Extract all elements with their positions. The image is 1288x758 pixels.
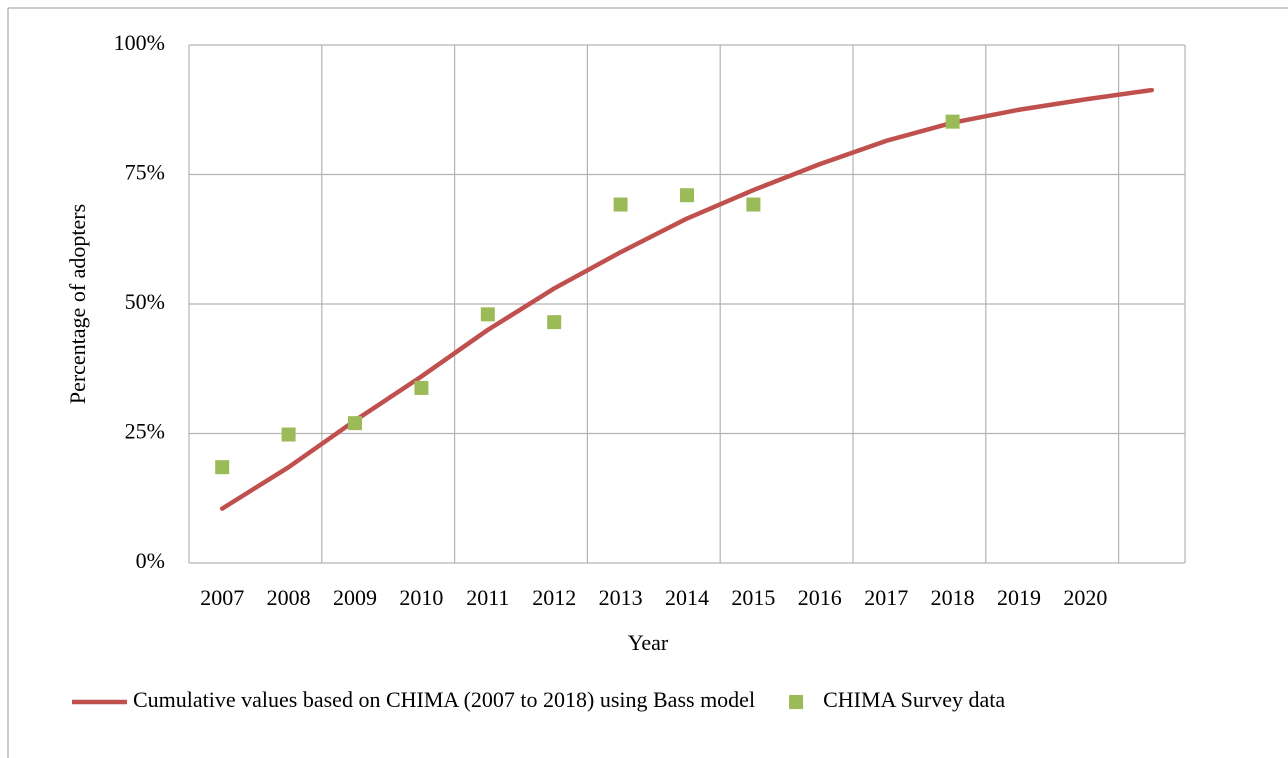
legend-label: Cumulative values based on CHIMA (2007 t… — [133, 687, 755, 712]
x-tick-label: 2014 — [665, 585, 709, 610]
x-tick-label: 2012 — [532, 585, 576, 610]
series-line — [219, 87, 1155, 511]
data-point — [945, 114, 960, 129]
data-point — [215, 460, 230, 475]
x-tick-label: 2011 — [466, 585, 509, 610]
data-point — [480, 307, 495, 322]
x-tick-label: 2020 — [1063, 585, 1107, 610]
data-point — [680, 188, 694, 203]
data-point — [746, 197, 761, 212]
data-point — [414, 380, 429, 395]
x-tick-label: 2019 — [997, 585, 1041, 610]
x-axis-title: Year — [628, 630, 669, 655]
x-tick-label: 2009 — [333, 585, 377, 610]
x-tick-label: 2016 — [798, 585, 842, 610]
x-tick-label: 2007 — [200, 585, 244, 610]
data-point — [613, 197, 628, 212]
data-point — [547, 315, 562, 330]
data-point — [348, 416, 362, 431]
y-axis-title: Percentage of adopters — [65, 204, 90, 404]
x-tick-label: 2018 — [931, 585, 975, 610]
x-tick-label: 2008 — [267, 585, 311, 610]
x-tick-label: 2017 — [864, 585, 908, 610]
data-point — [281, 427, 296, 442]
y-tick-label: 25% — [125, 419, 165, 444]
x-tick-label: 2015 — [731, 585, 775, 610]
y-tick-label: 100% — [114, 30, 165, 55]
x-tick-label: 2013 — [599, 585, 643, 610]
legend-swatch — [789, 695, 804, 709]
x-tick-label: 2010 — [399, 585, 443, 610]
y-tick-label: 50% — [125, 289, 165, 314]
y-tick-label: 0% — [136, 548, 165, 573]
y-tick-label: 75% — [125, 160, 165, 185]
legend-label: CHIMA Survey data — [823, 687, 1005, 712]
